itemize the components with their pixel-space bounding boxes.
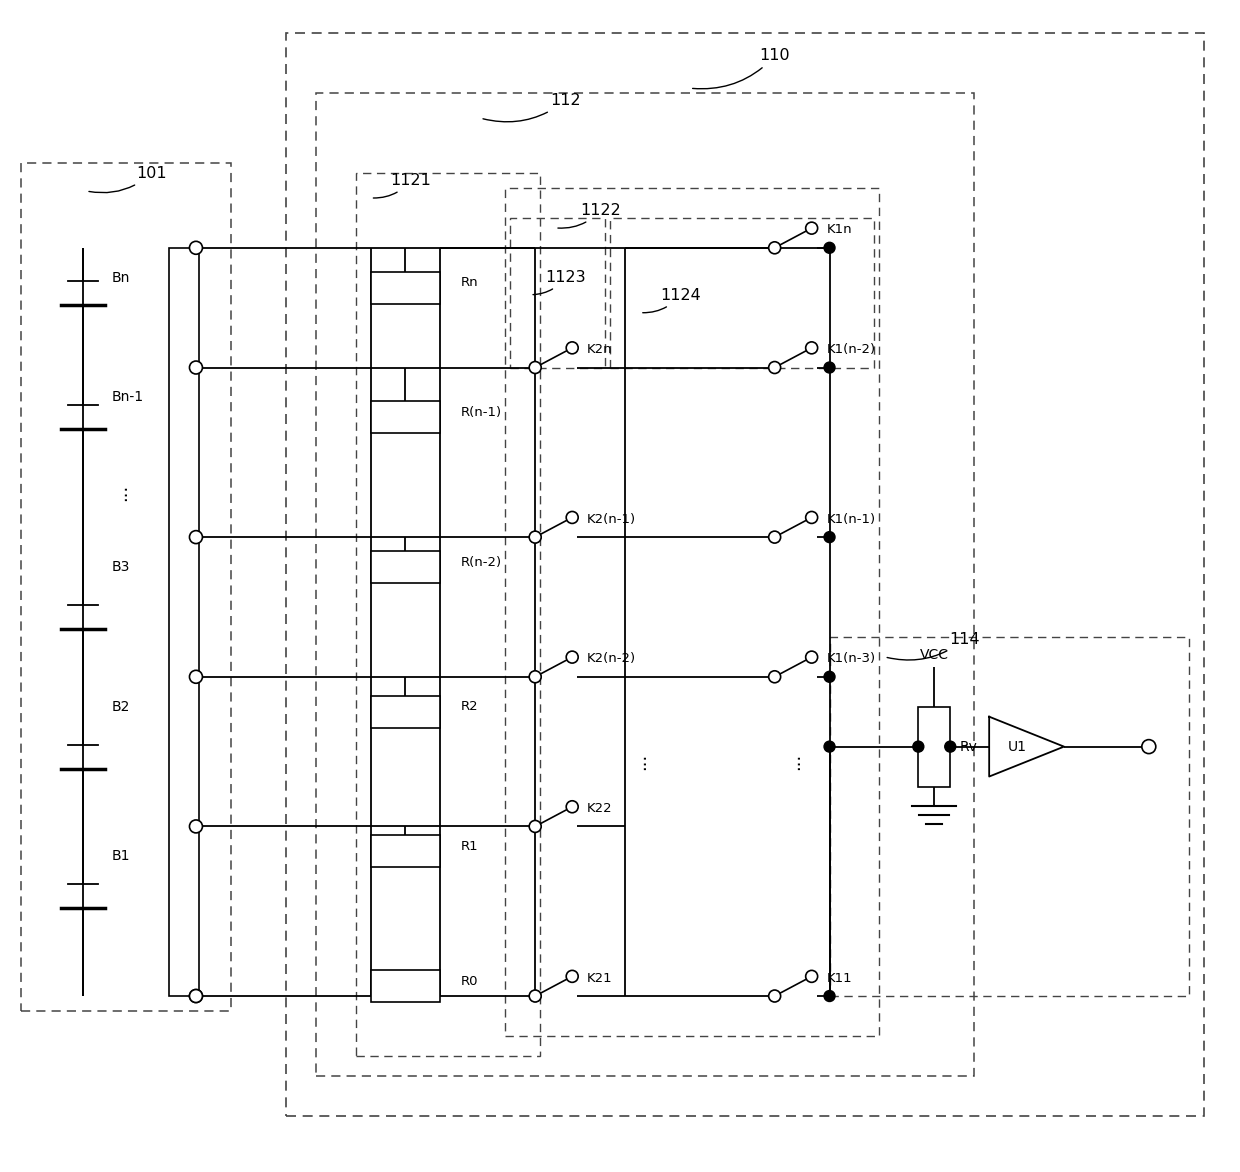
Text: R(n-1): R(n-1): [460, 406, 501, 418]
Circle shape: [806, 223, 817, 234]
Bar: [356, 173, 541, 1056]
Text: Rv: Rv: [960, 740, 977, 754]
Circle shape: [529, 990, 541, 1002]
Text: Rn: Rn: [460, 277, 477, 289]
Text: ...: ...: [112, 484, 130, 500]
Circle shape: [1142, 740, 1156, 754]
Circle shape: [190, 820, 202, 833]
Bar: [371, 402, 440, 434]
Circle shape: [190, 531, 202, 544]
Text: U1: U1: [1008, 740, 1027, 754]
Text: 1124: 1124: [642, 287, 701, 313]
Circle shape: [769, 990, 781, 1002]
Circle shape: [806, 652, 817, 663]
Text: K22: K22: [587, 802, 613, 815]
Text: R0: R0: [460, 975, 477, 988]
Circle shape: [529, 362, 541, 373]
Text: K2n: K2n: [587, 343, 613, 356]
Text: 1123: 1123: [533, 270, 585, 294]
Text: B2: B2: [112, 700, 129, 714]
Circle shape: [190, 670, 202, 683]
Bar: [371, 551, 440, 582]
Circle shape: [529, 990, 541, 1002]
Text: K2(n-1): K2(n-1): [587, 512, 636, 526]
Text: R(n-2): R(n-2): [460, 556, 501, 568]
Circle shape: [529, 531, 541, 543]
Bar: [21, 163, 231, 1011]
Bar: [371, 272, 440, 304]
Circle shape: [769, 670, 781, 683]
Circle shape: [529, 361, 541, 374]
Text: ...: ...: [631, 752, 649, 770]
Circle shape: [825, 741, 835, 752]
Bar: [610, 218, 874, 368]
Text: R2: R2: [460, 700, 477, 714]
Bar: [919, 707, 950, 786]
Circle shape: [806, 342, 817, 354]
Bar: [510, 218, 605, 368]
Circle shape: [806, 511, 817, 524]
Text: 1122: 1122: [558, 203, 621, 229]
Circle shape: [825, 243, 835, 253]
Circle shape: [529, 672, 541, 682]
Circle shape: [567, 511, 578, 524]
Bar: [371, 970, 440, 1002]
Bar: [371, 836, 440, 867]
Text: K1(n-2): K1(n-2): [827, 343, 875, 356]
Circle shape: [190, 361, 202, 374]
Bar: [169, 247, 198, 996]
Circle shape: [529, 820, 541, 832]
Text: R1: R1: [460, 840, 477, 853]
Text: 114: 114: [887, 632, 980, 660]
Text: K11: K11: [827, 972, 852, 984]
Circle shape: [769, 531, 781, 543]
Text: K1(n-1): K1(n-1): [827, 512, 875, 526]
Circle shape: [567, 970, 578, 982]
Text: VCC: VCC: [920, 648, 949, 662]
Circle shape: [806, 970, 817, 982]
Circle shape: [190, 241, 202, 254]
Circle shape: [769, 241, 781, 254]
Text: B1: B1: [112, 850, 130, 864]
Text: K21: K21: [587, 972, 613, 984]
Bar: [285, 33, 1204, 1116]
Text: K1(n-3): K1(n-3): [827, 653, 875, 666]
Circle shape: [567, 342, 578, 354]
Bar: [505, 188, 879, 1036]
Circle shape: [529, 532, 541, 543]
Circle shape: [190, 989, 202, 1002]
Circle shape: [825, 990, 835, 1002]
Text: 101: 101: [89, 166, 166, 192]
Circle shape: [190, 989, 202, 1002]
Text: 110: 110: [693, 48, 790, 89]
Circle shape: [945, 741, 956, 752]
Bar: [316, 93, 975, 1076]
Circle shape: [913, 741, 924, 752]
Circle shape: [825, 672, 835, 682]
Bar: [371, 696, 440, 728]
Text: 1121: 1121: [373, 173, 432, 198]
Circle shape: [529, 670, 541, 683]
Bar: [830, 636, 1189, 996]
Circle shape: [567, 652, 578, 663]
Circle shape: [567, 800, 578, 812]
Text: ...: ...: [786, 752, 804, 770]
Text: Bn-1: Bn-1: [112, 390, 144, 404]
Text: B3: B3: [112, 560, 129, 574]
Text: K2(n-2): K2(n-2): [587, 653, 636, 666]
Text: 112: 112: [484, 93, 580, 122]
Text: Bn: Bn: [112, 271, 129, 285]
Text: K1n: K1n: [827, 224, 852, 237]
Circle shape: [825, 362, 835, 373]
Circle shape: [769, 361, 781, 374]
Circle shape: [529, 820, 541, 832]
Circle shape: [825, 532, 835, 543]
